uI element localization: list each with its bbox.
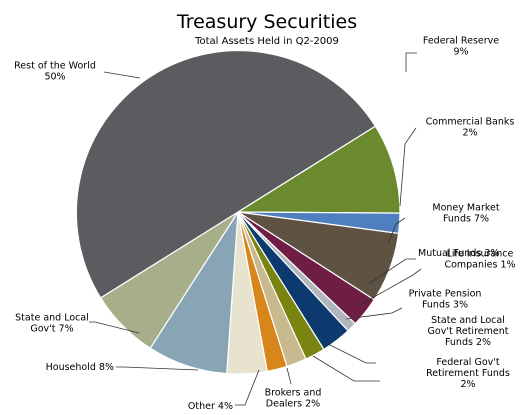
chart-title: Treasury Securities <box>176 11 357 33</box>
label-leader-line <box>312 355 380 382</box>
slice-label: Federal Reserve 9% <box>423 36 499 58</box>
slice-label-line: Companies 1% <box>444 260 515 271</box>
slice-label-line: Gov't 7% <box>30 324 73 335</box>
label-leader-line <box>89 321 140 334</box>
slice-label-line: 2% <box>460 379 475 390</box>
slice-label: State and Local Gov't 7% <box>15 313 89 335</box>
slice-label: Money Market Funds 7% <box>432 203 499 225</box>
slice-label-line: State and Local <box>431 315 505 326</box>
slice-label-line: Funds 7% <box>443 214 489 225</box>
slice-label-line: Life Insurance <box>447 249 514 260</box>
label-leader-line <box>387 217 406 245</box>
label-leader-line <box>369 258 416 284</box>
slice-label: State and Local Gov't Retirement Funds 2% <box>428 315 509 348</box>
slice-label-line: 9% <box>453 47 468 58</box>
slice-label: Commercial Banks 2% <box>426 117 515 139</box>
slice-label: Other 4% <box>188 401 233 412</box>
slice-label-line: Funds 2% <box>445 337 491 348</box>
slice-label-line: Private Pension <box>409 289 482 300</box>
slice-label-line: Household 8% <box>46 362 114 373</box>
chart-subtitle: Total Assets Held in Q2-2009 <box>194 36 339 47</box>
slice-label-line: Rest of the World <box>14 61 96 72</box>
label-leader-line <box>103 71 141 79</box>
slice-label-line: Mutual Funds 3% <box>418 248 500 259</box>
slice-label-line: Retirement Funds <box>426 368 510 379</box>
pie-slice <box>75 50 377 299</box>
pie-slices <box>75 50 401 375</box>
slice-label: Rest of the World 50% <box>14 61 96 83</box>
slice-label: Household 8% <box>46 362 114 373</box>
slice-label: Private Pension Funds 3% <box>409 289 482 311</box>
slice-labels: Federal Reserve 9%Commercial Banks 2%Money… <box>14 36 515 413</box>
label-leader-line <box>116 366 199 371</box>
slice-label-line: Dealers 2% <box>266 399 320 410</box>
slice-label: Brokers and Dealers 2% <box>265 388 322 410</box>
slice-label-line: Brokers and <box>265 388 322 399</box>
slice-label-line: Federal Gov't <box>436 357 499 368</box>
slice-label: Life Insurance Companies 1% <box>444 249 515 271</box>
pie-slice <box>235 125 401 214</box>
slice-label: Mutual Funds 3% <box>418 248 500 259</box>
label-leader-line <box>345 307 403 320</box>
slice-label: Federal Gov't Retirement Funds 2% <box>426 357 510 390</box>
slice-label-line: Federal Reserve <box>423 36 499 47</box>
slice-label-line: Commercial Banks <box>426 117 515 128</box>
slice-label-line: 2% <box>462 128 477 139</box>
label-leader-line <box>405 52 417 72</box>
slice-label-line: Funds 3% <box>422 300 468 311</box>
slice-label-line: State and Local <box>15 313 89 324</box>
slice-label-line: 50% <box>44 72 65 83</box>
label-leader-line <box>286 367 292 385</box>
label-leader-line <box>235 369 260 406</box>
slice-label-line: Other 4% <box>188 401 233 412</box>
label-leader-line <box>323 341 376 364</box>
slice-label-line: Gov't Retirement <box>428 326 509 337</box>
label-leader-line <box>399 127 417 207</box>
label-leader-line <box>357 268 422 307</box>
slice-label-line: Money Market <box>432 203 499 214</box>
